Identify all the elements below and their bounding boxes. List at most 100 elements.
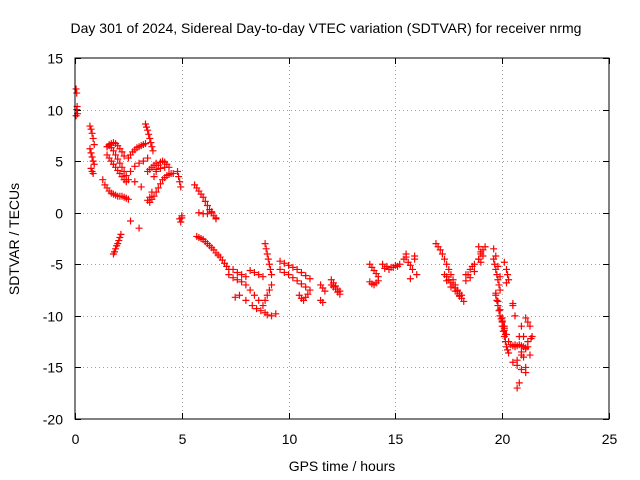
data-point xyxy=(117,230,125,238)
data-point xyxy=(112,151,120,159)
data-point xyxy=(413,271,421,279)
data-point xyxy=(176,178,184,186)
data-point xyxy=(248,302,256,310)
data-point xyxy=(527,335,535,343)
data-point xyxy=(470,268,478,276)
data-point xyxy=(150,173,158,181)
data-point xyxy=(285,271,293,279)
data-point xyxy=(498,317,506,325)
data-point xyxy=(381,264,389,272)
data-point xyxy=(495,307,503,315)
data-point xyxy=(86,122,94,130)
data-point xyxy=(511,341,519,349)
data-point xyxy=(517,322,525,330)
data-point xyxy=(150,192,158,200)
data-point xyxy=(481,243,489,251)
data-point xyxy=(494,297,502,305)
data-point xyxy=(319,298,327,306)
data-point xyxy=(73,106,81,114)
data-point xyxy=(285,261,293,269)
data-point xyxy=(280,259,288,267)
data-point xyxy=(72,112,80,120)
data-point xyxy=(394,262,402,270)
data-point xyxy=(493,296,501,304)
data-point xyxy=(88,129,96,137)
data-point xyxy=(500,258,508,266)
data-point xyxy=(253,305,261,313)
y-tick-label: 10 xyxy=(47,103,63,119)
data-point xyxy=(468,262,476,270)
data-point xyxy=(447,271,455,279)
y-tick-label: -15 xyxy=(43,360,63,376)
data-point xyxy=(124,195,132,203)
data-point xyxy=(475,243,483,251)
x-tick-label: 20 xyxy=(495,431,511,447)
data-point xyxy=(517,351,525,359)
data-point xyxy=(144,126,152,134)
data-point xyxy=(411,252,419,260)
data-point xyxy=(280,269,288,277)
data-point xyxy=(263,311,271,319)
data-point xyxy=(154,184,162,192)
data-point xyxy=(502,343,510,351)
data-point xyxy=(89,170,97,178)
data-point xyxy=(99,176,107,184)
data-point xyxy=(177,183,185,191)
data-point xyxy=(293,265,301,273)
data-point xyxy=(522,345,530,353)
data-point xyxy=(266,265,274,273)
data-point xyxy=(122,172,130,180)
data-point xyxy=(120,152,128,160)
data-point xyxy=(250,269,258,277)
y-tick-label: -10 xyxy=(43,309,63,325)
x-axis-label: GPS time / hours xyxy=(289,458,396,474)
data-point xyxy=(513,384,521,392)
data-point xyxy=(235,291,243,299)
data-point xyxy=(379,260,387,268)
data-point xyxy=(265,286,273,294)
data-point xyxy=(321,287,329,295)
data-point xyxy=(87,164,95,172)
data-point xyxy=(293,277,301,285)
data-point xyxy=(203,201,211,209)
data-point xyxy=(114,240,122,248)
data-point xyxy=(135,224,143,232)
data-point xyxy=(263,250,271,258)
data-point xyxy=(262,245,270,253)
y-tick-labels: -20 -15 -10 -5 0 5 10 15 xyxy=(43,51,63,428)
data-point xyxy=(374,277,382,285)
data-point xyxy=(165,163,173,171)
data-point xyxy=(250,291,258,299)
data-point xyxy=(495,281,503,289)
data-point xyxy=(225,271,233,279)
data-point xyxy=(149,147,157,155)
data-point xyxy=(242,296,250,304)
data-point xyxy=(443,277,451,285)
data-point xyxy=(306,286,314,294)
data-point xyxy=(302,283,310,291)
data-point xyxy=(496,273,504,281)
data-point xyxy=(302,272,310,280)
data-point xyxy=(520,332,528,340)
data-point xyxy=(116,159,124,167)
data-point xyxy=(141,140,149,148)
data-point xyxy=(511,312,519,320)
data-point xyxy=(144,154,152,162)
y-tick-label: 15 xyxy=(47,51,63,67)
plot-frame xyxy=(74,57,610,420)
data-point xyxy=(509,358,517,366)
data-point xyxy=(148,143,156,151)
data-point xyxy=(103,143,111,151)
data-point xyxy=(504,346,512,354)
y-tick-label: -20 xyxy=(43,412,63,428)
data-point xyxy=(120,167,128,175)
data-point xyxy=(524,338,532,346)
data-point xyxy=(441,255,449,263)
data-point xyxy=(156,164,164,172)
data-point xyxy=(145,130,153,138)
x-tick-label: 10 xyxy=(282,431,298,447)
data-point xyxy=(257,307,265,315)
data-point xyxy=(289,263,297,271)
data-point xyxy=(89,134,97,142)
